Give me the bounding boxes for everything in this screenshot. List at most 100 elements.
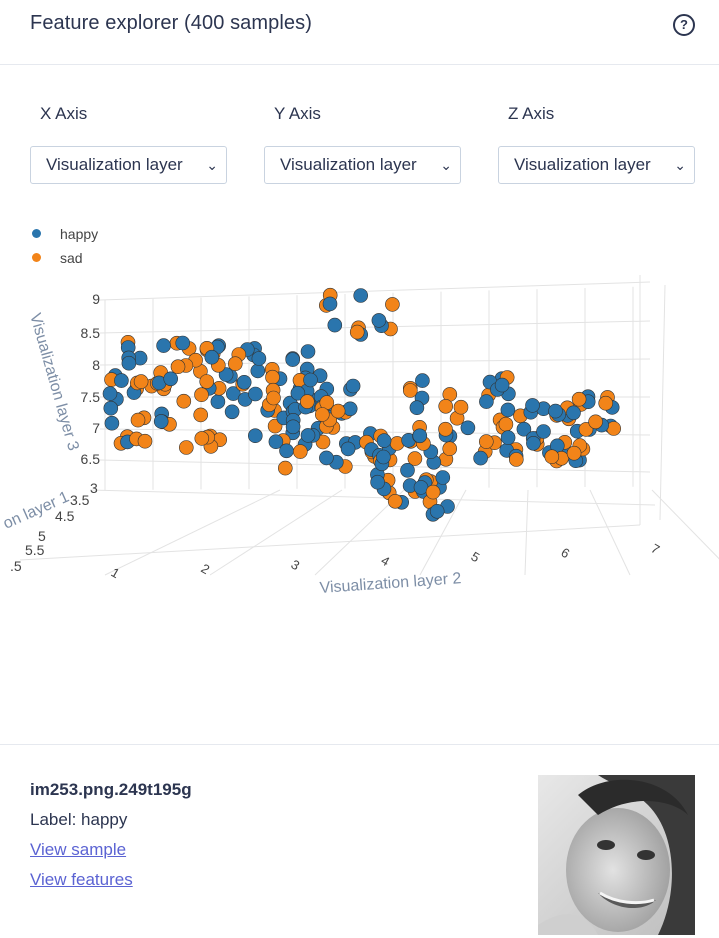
scatter-3d-plot[interactable]: 6.5 7 7.5 8 8.5 9 1 2 3 4 5 6 7.5 5.5 5 4.5 3.5 3 Visuali…	[0, 215, 719, 605]
scatter-point	[402, 383, 418, 398]
x-axis-label: X Axis	[40, 104, 88, 123]
scatter-point	[194, 431, 210, 446]
scatter-point	[500, 402, 516, 418]
view-features-link[interactable]: View features	[30, 870, 133, 889]
scatter-point	[114, 373, 129, 388]
scatter-point	[479, 394, 494, 409]
scatter-point	[438, 421, 453, 437]
scatter-point	[376, 433, 392, 448]
scatter-point	[460, 420, 476, 436]
x-tick-label: 7	[649, 541, 663, 558]
scatter-point	[438, 399, 454, 414]
scatter-point	[163, 371, 178, 387]
scatter-point	[204, 349, 220, 365]
scatter-point	[327, 317, 343, 333]
scatter-point	[121, 355, 137, 371]
z-axis-select[interactable]: Visualization layer ⌄	[498, 146, 695, 184]
scatter-point	[133, 374, 149, 389]
chevron-down-icon: ⌄	[440, 157, 452, 173]
scatter-point	[435, 470, 451, 485]
scatter-point	[409, 400, 425, 415]
z-tick-label: 4.5	[55, 508, 75, 524]
scatter-point	[548, 403, 563, 419]
scatter-point	[536, 424, 551, 439]
scatter-point	[425, 484, 441, 500]
scatter-point	[137, 433, 153, 449]
scatter-point	[566, 445, 582, 461]
scatter-point	[415, 373, 430, 388]
legend-item-happy[interactable]: happy	[30, 222, 98, 246]
scatter-point	[236, 375, 252, 390]
scatter-point	[170, 359, 186, 374]
scatter-point	[429, 503, 445, 519]
header-bar: Feature explorer (400 samples) ?	[0, 0, 719, 65]
y-tick-label: 8.5	[81, 325, 101, 341]
scatter-point	[330, 403, 346, 419]
scatter-point	[268, 434, 284, 449]
view-sample-link[interactable]: View sample	[30, 840, 127, 859]
scatter-point	[248, 428, 263, 443]
sample-face-image	[538, 775, 695, 935]
scatter-point	[104, 415, 120, 431]
scatter-point	[266, 390, 281, 406]
scatter-point	[371, 313, 387, 328]
scatter-point	[494, 377, 510, 393]
legend-item-sad[interactable]: sad	[30, 246, 98, 270]
y-axis-select-value: Visualization layer	[280, 155, 417, 174]
y-tick-label: 8	[92, 357, 100, 373]
y-axis-select[interactable]: Visualization layer ⌄	[264, 146, 461, 184]
scatter-point	[228, 356, 243, 371]
legend-label-happy: happy	[60, 226, 99, 242]
x-axis-select[interactable]: Visualization layer ⌄	[30, 146, 227, 184]
page-title: Feature explorer (400 samples)	[30, 12, 313, 34]
scatter-point	[345, 378, 361, 394]
x-tick-label: 3	[289, 557, 303, 574]
y-tick-label: 9	[92, 291, 100, 307]
legend-dot-happy	[32, 229, 41, 238]
x-tick-label: 6	[559, 545, 573, 562]
scatter-point	[385, 297, 400, 312]
question-circle-icon[interactable]: ?	[673, 14, 695, 36]
sample-thumbnail[interactable]	[538, 775, 695, 935]
scatter-point	[300, 344, 316, 359]
scatter-point	[248, 386, 263, 402]
x-axis-title: Visualization layer 2	[319, 570, 462, 597]
x-axis-select-value: Visualization layer	[46, 155, 183, 174]
scatter-point	[285, 352, 301, 367]
scatter-point	[279, 443, 294, 459]
scatter-point	[544, 449, 560, 464]
scatter-point	[376, 449, 391, 465]
scatter-point	[370, 474, 385, 490]
scatter-point	[265, 369, 280, 385]
chevron-down-icon: ⌄	[674, 157, 686, 173]
scatter-point	[102, 386, 118, 401]
scatter-point	[199, 374, 214, 389]
z-tick-label: 5	[38, 528, 46, 544]
scatter-point	[498, 416, 514, 432]
scatter-point	[340, 441, 356, 457]
plot-points	[102, 287, 622, 522]
legend-dot-sad	[32, 253, 41, 262]
scatter-point	[322, 296, 338, 312]
scatter-point	[210, 394, 226, 409]
scatter-point	[175, 335, 190, 351]
z-axis-select-value: Visualization layer	[514, 155, 651, 174]
scatter-point	[303, 372, 318, 388]
scatter-point	[290, 385, 306, 401]
scatter-point	[387, 493, 403, 509]
scatter-point	[407, 451, 423, 466]
scatter-point	[292, 444, 308, 459]
scatter-point	[598, 395, 614, 411]
plot-ticks: 6.577.588.591 2 3 4 5 6 7.55.554.53.53	[10, 291, 662, 581]
x-tick-label: 1	[109, 565, 123, 582]
scatter-3d-svg[interactable]: 6.577.588.591 2 3 4 5 6 7.55.554.53.53 Visuali…	[0, 215, 719, 605]
z-tick-label: 3.5	[70, 492, 90, 508]
scatter-point	[226, 386, 241, 401]
scatter-point	[176, 393, 192, 409]
y-tick-label: 7	[92, 420, 100, 436]
section-divider	[0, 744, 719, 745]
scatter-point	[473, 450, 488, 466]
scatter-point	[525, 398, 540, 413]
scatter-point	[193, 407, 208, 423]
y-tick-label: 7.5	[81, 389, 101, 405]
